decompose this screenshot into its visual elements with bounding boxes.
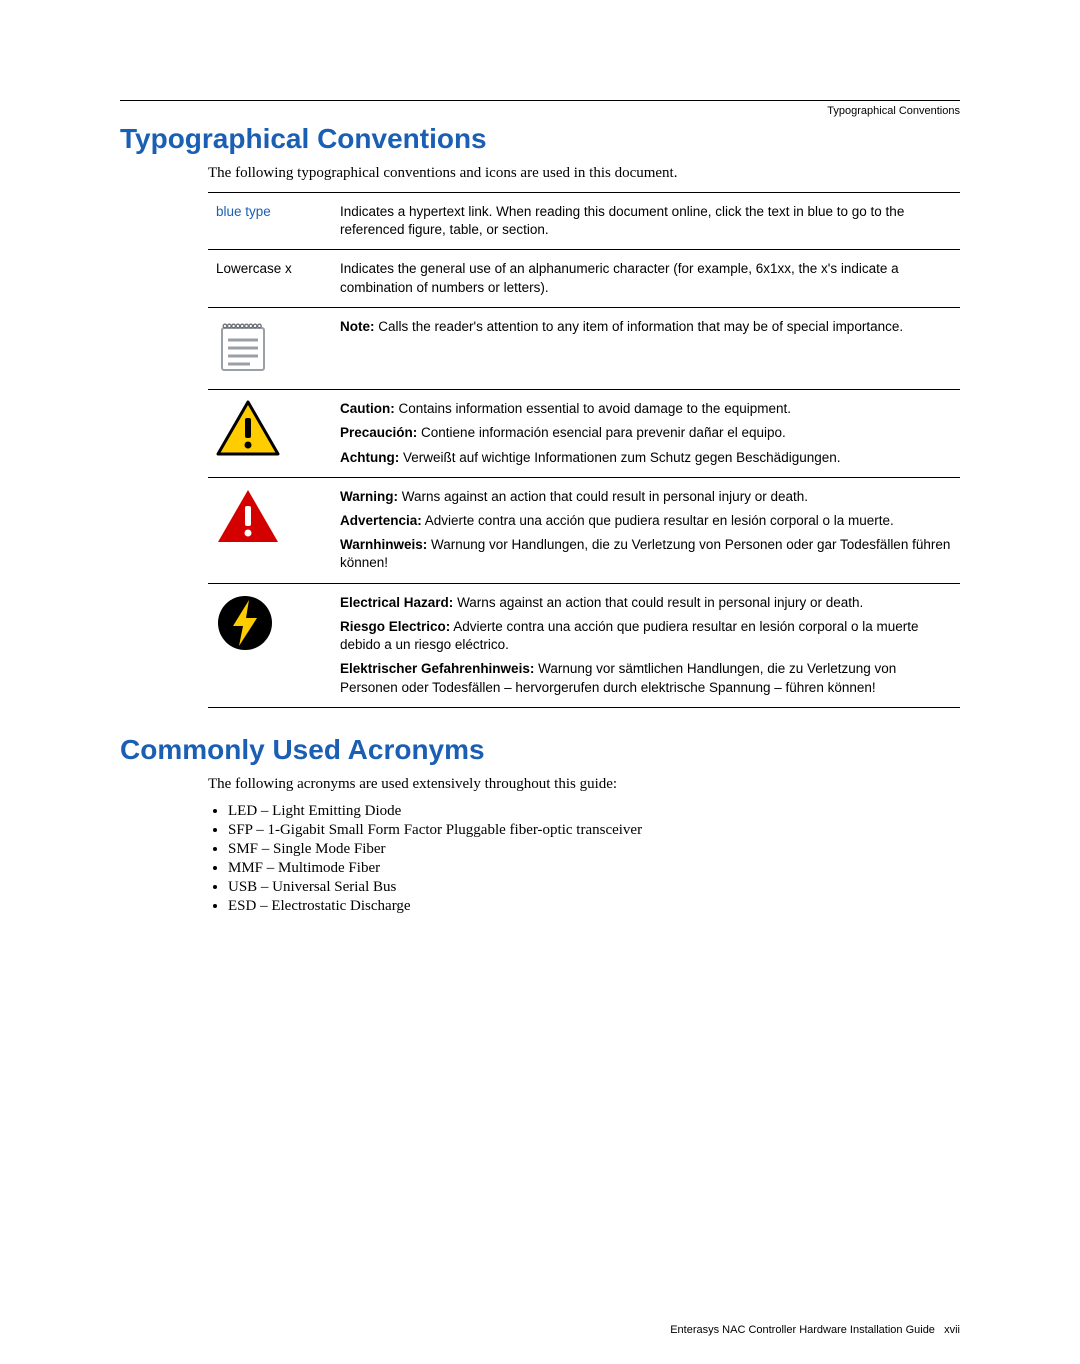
row-paragraph: Indicates the general use of an alphanum… <box>340 260 952 296</box>
row-paragraph: Precaución: Contiene información esencia… <box>340 424 952 442</box>
page: Typographical Conventions Typographical … <box>0 0 1080 1364</box>
conventions-table: blue type Indicates a hypertext link. Whe… <box>208 192 960 708</box>
list-item: SMF – Single Mode Fiber <box>228 841 960 858</box>
section-title-typographical: Typographical Conventions <box>120 123 960 155</box>
list-item: USB – Universal Serial Bus <box>228 879 960 896</box>
row-paragraph: Riesgo Electrico: Advierte contra una ac… <box>340 618 952 654</box>
row-desc-cell: Warning: Warns against an action that co… <box>332 477 960 583</box>
row-paragraph: Warning: Warns against an action that co… <box>340 488 952 506</box>
row-desc-cell: Indicates a hypertext link. When reading… <box>332 193 960 250</box>
row-label-cell: blue type <box>208 193 332 250</box>
table-row: Lowercase x Indicates the general use of … <box>208 250 960 307</box>
row-paragraph: Advertencia: Advierte contra una acción … <box>340 512 952 530</box>
running-head: Typographical Conventions <box>120 105 960 117</box>
row-paragraph: Electrical Hazard: Warns against an acti… <box>340 594 952 612</box>
list-item: MMF – Multimode Fiber <box>228 860 960 877</box>
row-desc-cell: Caution: Contains information essential … <box>332 390 960 478</box>
table-row: Note: Calls the reader's attention to an… <box>208 307 960 389</box>
row-paragraph: Warnhinweis: Warnung vor Handlungen, die… <box>340 536 952 572</box>
row-paragraph: Indicates a hypertext link. When reading… <box>340 203 952 239</box>
row-paragraph: Caution: Contains information essential … <box>340 400 952 418</box>
top-rule <box>120 100 960 101</box>
section1-lead: The following typographical conventions … <box>208 165 960 182</box>
row-desc-cell: Electrical Hazard: Warns against an acti… <box>332 583 960 707</box>
row-label-cell: Lowercase x <box>208 250 332 307</box>
table-row: Caution: Contains information essential … <box>208 390 960 478</box>
row-label: blue type <box>216 204 271 219</box>
electrical-hazard-icon <box>216 594 274 652</box>
page-footer: Enterasys NAC Controller Hardware Instal… <box>670 1324 960 1336</box>
row-paragraph: Achtung: Verweißt auf wichtige Informati… <box>340 449 952 467</box>
row-desc-cell: Indicates the general use of an alphanum… <box>332 250 960 307</box>
table-row: Warning: Warns against an action that co… <box>208 477 960 583</box>
row-label: Lowercase x <box>216 261 292 276</box>
section-title-acronyms: Commonly Used Acronyms <box>120 734 960 766</box>
list-item: SFP – 1-Gigabit Small Form Factor Plugga… <box>228 822 960 839</box>
row-paragraph: Note: Calls the reader's attention to an… <box>340 318 952 336</box>
row-label-cell <box>208 477 332 583</box>
row-label-cell <box>208 307 332 389</box>
row-label-cell <box>208 390 332 478</box>
list-item: ESD – Electrostatic Discharge <box>228 898 960 915</box>
list-item: LED – Light Emitting Diode <box>228 803 960 820</box>
warning-icon <box>216 488 280 544</box>
footer-text: Enterasys NAC Controller Hardware Instal… <box>670 1324 935 1336</box>
row-desc-cell: Note: Calls the reader's attention to an… <box>332 307 960 389</box>
note-icon <box>216 318 270 374</box>
row-label-cell <box>208 583 332 707</box>
footer-page: xvii <box>944 1324 960 1336</box>
table-row: blue type Indicates a hypertext link. Whe… <box>208 193 960 250</box>
caution-icon <box>216 400 280 456</box>
acronyms-list: LED – Light Emitting Diode SFP – 1-Gigabi… <box>208 803 960 915</box>
row-paragraph: Elektrischer Gefahrenhinweis: Warnung vo… <box>340 660 952 696</box>
section2-lead: The following acronyms are used extensiv… <box>208 776 960 793</box>
table-row: Electrical Hazard: Warns against an acti… <box>208 583 960 707</box>
